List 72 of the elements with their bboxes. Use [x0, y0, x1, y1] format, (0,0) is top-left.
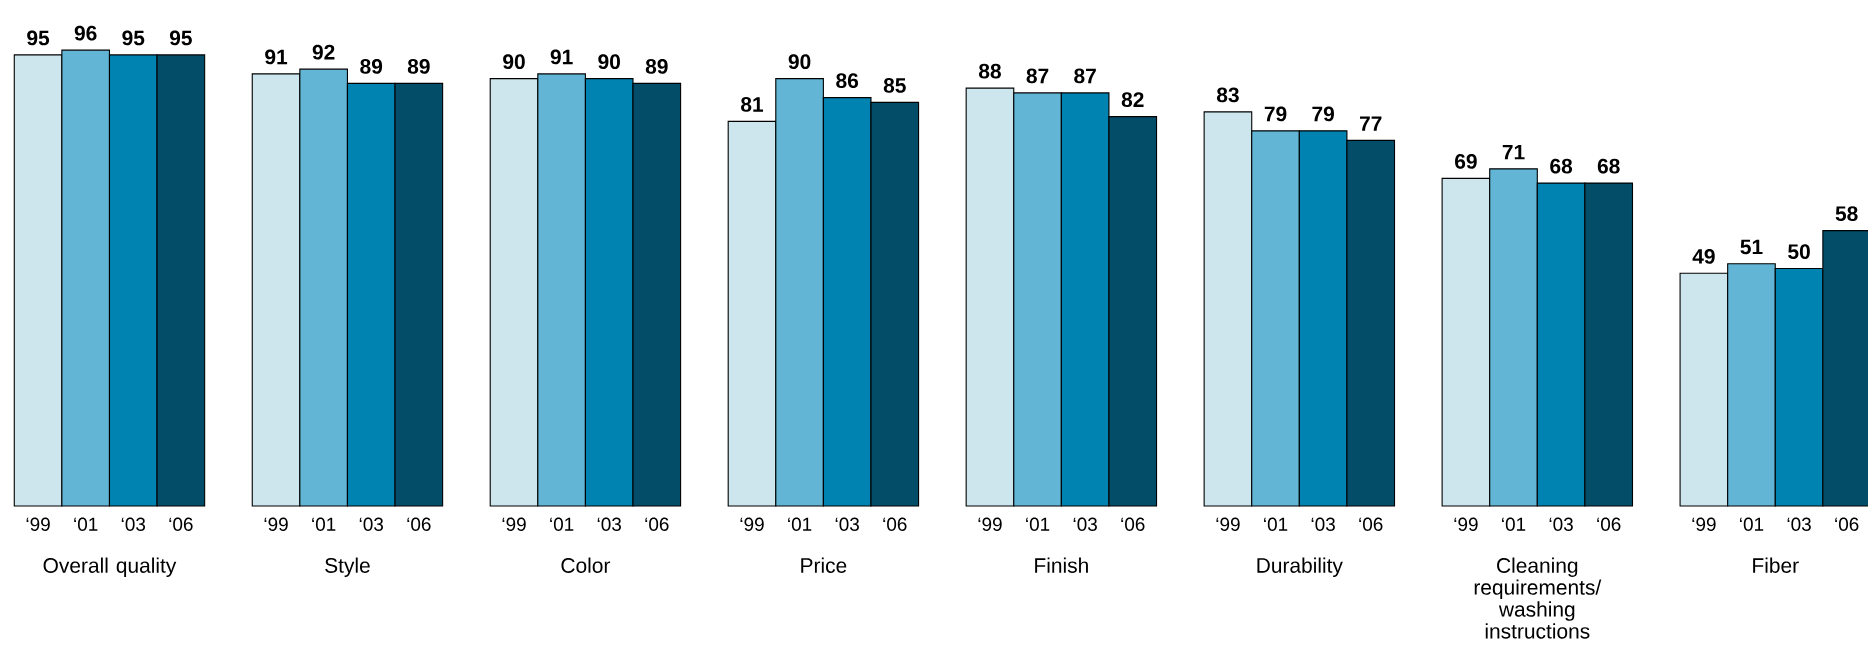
text: ‘01: [550, 517, 574, 531]
data-label: 89: [407, 59, 430, 74]
x-tick-label: Finish: [1035, 557, 1088, 573]
text: ‘99: [502, 517, 526, 531]
series-label: ‘06: [169, 517, 193, 531]
text: ‘99: [1216, 517, 1240, 531]
text: ‘99: [1454, 517, 1478, 531]
text: ‘03: [597, 517, 621, 531]
data-label: 79: [1312, 106, 1334, 122]
data-label: 96: [74, 25, 97, 41]
text: ‘06: [883, 517, 907, 531]
data-label: 89: [360, 59, 383, 74]
data-label: 90: [788, 54, 811, 70]
data-label: 90: [598, 54, 620, 70]
text: ‘01: [1264, 517, 1288, 531]
series-label: ‘99: [26, 517, 50, 531]
x-tick-label: Color: [561, 557, 611, 573]
data-label: 86: [836, 73, 859, 89]
data-label: 95: [27, 30, 50, 46]
data-label: 90: [503, 54, 525, 70]
x-tick-label: Price: [801, 557, 847, 573]
data-label: 79: [1264, 106, 1287, 122]
text: ‘03: [1311, 517, 1335, 531]
series-label: ‘01: [74, 517, 98, 531]
x-tick-label: Overall quality: [43, 557, 177, 578]
data-label: 91: [265, 49, 288, 65]
text: ‘99: [740, 517, 764, 531]
text: ‘99: [978, 517, 1002, 531]
text: ‘06: [1597, 517, 1621, 531]
data-label: 69: [1455, 154, 1477, 169]
x-tick-label: Fiber: [1753, 557, 1799, 573]
series-label: ‘03: [121, 517, 146, 531]
data-label: 92: [312, 44, 335, 60]
text: ‘01: [1502, 517, 1526, 531]
text: ‘06: [1121, 517, 1145, 531]
data-label: 87: [1074, 68, 1096, 84]
text: ‘03: [835, 517, 859, 531]
text: ‘03: [1787, 517, 1811, 531]
data-label: 88: [978, 63, 1001, 79]
data-label: 89: [645, 59, 668, 74]
text: ‘03: [1073, 517, 1097, 531]
data-label: 95: [122, 30, 145, 46]
data-label: 68: [1550, 158, 1573, 174]
text: ‘06: [1359, 517, 1383, 531]
data-label: 85: [883, 78, 906, 93]
text: ‘99: [264, 517, 288, 531]
data-label: 91: [550, 49, 573, 65]
text: ‘06: [645, 517, 669, 531]
data-label: 50: [1788, 244, 1810, 260]
x-tick-label: Durability: [1257, 557, 1343, 578]
data-label: 71: [1502, 144, 1525, 160]
data-label: 51: [1740, 239, 1763, 255]
data-label: 87: [1026, 68, 1049, 84]
data-label: 58: [1835, 206, 1858, 222]
text: ‘01: [788, 517, 812, 531]
data-label: 82: [1121, 92, 1144, 108]
text: ‘06: [1835, 517, 1859, 531]
text: ‘01: [312, 517, 336, 531]
data-label: 77: [1359, 116, 1382, 131]
text: ‘01: [1026, 517, 1050, 531]
x-tick-label: Style: [325, 557, 370, 578]
text: ‘99: [1692, 517, 1716, 531]
data-label: 81: [741, 97, 764, 112]
x-tick-label: Cleaning requirements/ washing instructions: [1474, 557, 1602, 639]
text: ‘03: [359, 517, 384, 531]
data-label: 95: [169, 30, 192, 46]
text: ‘06: [407, 517, 431, 531]
data-label: 83: [1216, 87, 1239, 103]
text: ‘01: [1740, 517, 1764, 531]
data-label: 68: [1597, 158, 1620, 174]
data-label: 49: [1692, 248, 1715, 264]
text: ‘03: [1549, 517, 1573, 531]
